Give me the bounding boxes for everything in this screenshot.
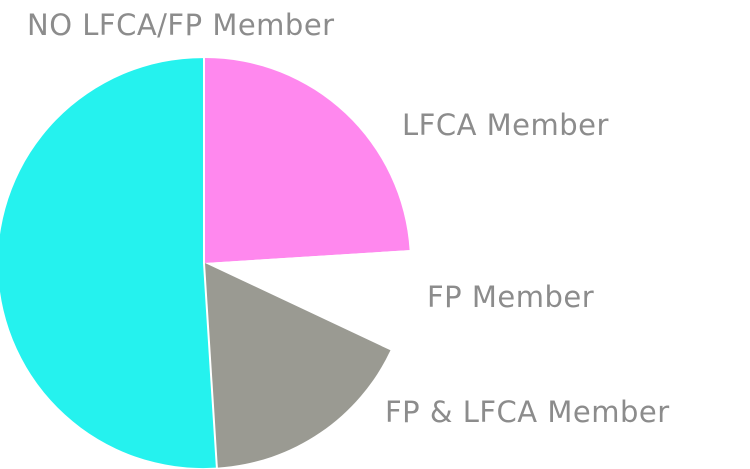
slice-label-lfca-member: LFCA Member [402, 108, 609, 142]
slice-label-no-lfca-fp-member: NO LFCA/FP Member [27, 8, 335, 42]
slice-label-fp-member: FP Member [427, 280, 594, 314]
pie-slices [0, 58, 411, 469]
pie-labels: NO LFCA/FP Member LFCA Member FP Member … [27, 8, 670, 429]
slice-label-fp-lfca-member: FP & LFCA Member [385, 395, 670, 429]
pie-slice-lfca-member [205, 58, 410, 263]
pie-slice-fp-member [205, 250, 411, 351]
pie-slice-no-lfca-fp-member [0, 58, 216, 469]
pie-slice-fp-lfca-member [205, 263, 391, 468]
